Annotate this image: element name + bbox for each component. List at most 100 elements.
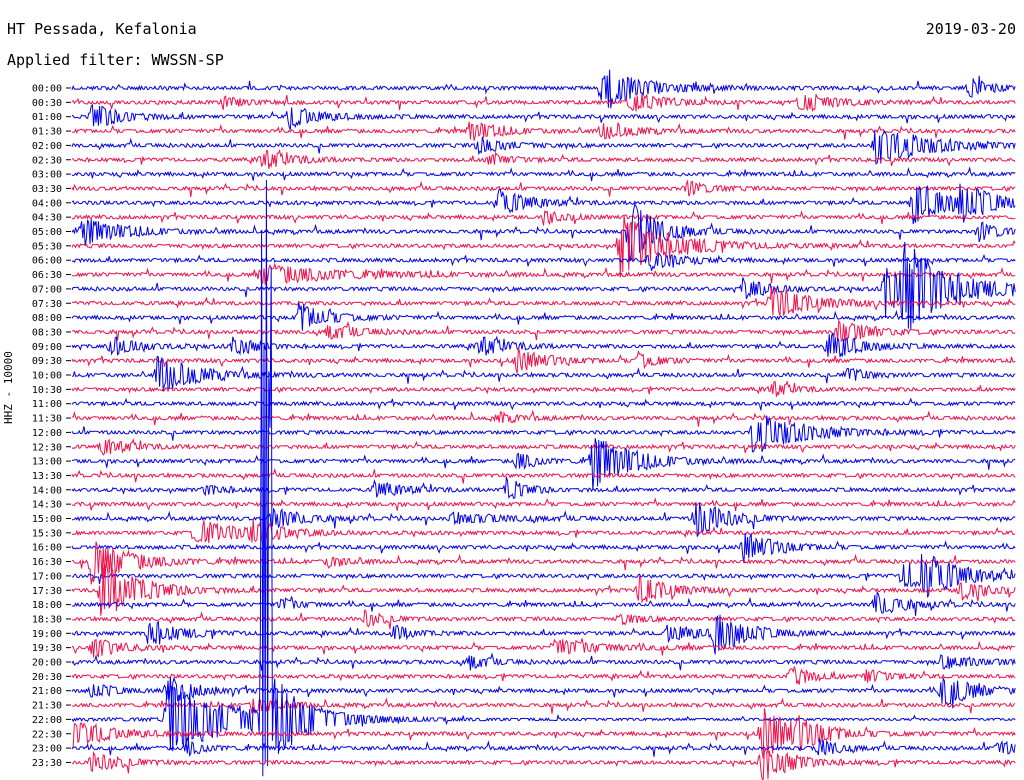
time-label-0630: 06:30 bbox=[32, 270, 62, 281]
time-label-2130: 21:30 bbox=[32, 701, 62, 712]
time-label-1830: 18:30 bbox=[32, 614, 62, 625]
time-label-1330: 13:30 bbox=[32, 471, 62, 482]
trace-line-1100 bbox=[71, 397, 1016, 411]
trace-line-1330 bbox=[71, 467, 1016, 484]
time-label-2200: 22:00 bbox=[32, 715, 62, 726]
time-label-2230: 22:30 bbox=[32, 729, 62, 740]
trace-line-0930 bbox=[71, 347, 1016, 374]
time-label-1630: 16:30 bbox=[32, 557, 62, 568]
trace-line-2230 bbox=[71, 708, 1016, 759]
trace-line-0200 bbox=[71, 129, 1016, 165]
trace-line-1630 bbox=[71, 541, 1016, 585]
trace-line-0330 bbox=[71, 179, 1016, 198]
time-label-0300: 03:00 bbox=[32, 170, 62, 181]
trace-line-2000 bbox=[71, 652, 1016, 671]
time-label-0330: 03:30 bbox=[32, 184, 62, 195]
time-label-0530: 05:30 bbox=[32, 241, 62, 252]
trace-line-1000 bbox=[71, 355, 1016, 392]
time-label-0600: 06:00 bbox=[32, 256, 62, 267]
time-label-0800: 08:00 bbox=[32, 313, 62, 324]
trace-line-1200 bbox=[71, 415, 1016, 453]
trace-line-0000 bbox=[71, 69, 1016, 109]
time-label-1300: 13:00 bbox=[32, 457, 62, 468]
time-label-group: 00:00 00:30 01:00 01:30 02:00 02:30 03:00 03:30… bbox=[32, 84, 71, 769]
trace-line-1830 bbox=[71, 609, 1016, 630]
time-label-0700: 07:00 bbox=[32, 284, 62, 295]
trace-line-0630 bbox=[71, 262, 1016, 285]
trace-line-2200 bbox=[71, 179, 1016, 777]
time-label-0400: 04:00 bbox=[32, 198, 62, 209]
time-label-1700: 17:00 bbox=[32, 571, 62, 582]
time-label-1930: 19:30 bbox=[32, 643, 62, 654]
trace-line-1530 bbox=[72, 518, 1016, 545]
time-label-0130: 01:30 bbox=[32, 127, 62, 138]
trace-line-0100 bbox=[71, 103, 1016, 130]
trace-line-0030 bbox=[71, 93, 1016, 113]
trace-line-0730 bbox=[71, 285, 1016, 316]
time-label-1600: 16:00 bbox=[32, 543, 62, 554]
time-label-1530: 15:30 bbox=[32, 528, 62, 539]
time-label-0000: 00:00 bbox=[32, 84, 62, 95]
trace-line-0700 bbox=[71, 242, 1016, 331]
trace-line-1130 bbox=[71, 409, 1016, 427]
trace-line-0830 bbox=[71, 319, 1016, 343]
time-label-0830: 08:30 bbox=[32, 327, 62, 338]
time-label-0430: 04:30 bbox=[32, 213, 62, 224]
trace-line-0300 bbox=[71, 166, 1016, 182]
trace-line-0500 bbox=[71, 202, 1016, 262]
trace-line-0400 bbox=[71, 183, 1016, 225]
time-label-1400: 14:00 bbox=[32, 485, 62, 496]
time-label-0900: 09:00 bbox=[32, 342, 62, 353]
time-label-1100: 11:00 bbox=[32, 399, 62, 410]
trace-line-0530 bbox=[71, 215, 1016, 278]
trace-line-1600 bbox=[71, 532, 1016, 564]
trace-line-1300 bbox=[71, 438, 1016, 490]
time-label-0930: 09:30 bbox=[32, 356, 62, 367]
trace-line-0430 bbox=[71, 210, 1016, 226]
time-label-1430: 14:30 bbox=[32, 500, 62, 511]
time-label-1800: 18:00 bbox=[32, 600, 62, 611]
time-label-1030: 10:30 bbox=[32, 385, 62, 396]
trace-line-0600 bbox=[71, 251, 1016, 271]
time-label-1200: 12:00 bbox=[32, 428, 62, 439]
time-label-0100: 01:00 bbox=[32, 112, 62, 123]
time-label-2030: 20:30 bbox=[32, 672, 62, 683]
trace-line-0900 bbox=[71, 332, 1016, 358]
time-label-2300: 23:00 bbox=[32, 744, 62, 755]
trace-line-2300 bbox=[71, 738, 1016, 757]
trace-line-0800 bbox=[71, 302, 1016, 331]
trace-group bbox=[71, 69, 1016, 780]
time-label-0730: 07:30 bbox=[32, 299, 62, 310]
station-title: HT Pessada, Kefalonia bbox=[7, 20, 197, 38]
time-label-2330: 23:30 bbox=[32, 758, 62, 769]
time-label-1500: 15:00 bbox=[32, 514, 62, 525]
trace-line-1500 bbox=[71, 502, 1016, 537]
filter-label: Applied filter: WWSSN-SP bbox=[7, 51, 224, 69]
trace-line-1430 bbox=[71, 497, 1016, 512]
trace-line-0130 bbox=[71, 121, 1016, 141]
trace-line-1730 bbox=[71, 562, 1016, 616]
trace-line-2100 bbox=[71, 676, 1016, 709]
time-label-0200: 02:00 bbox=[32, 141, 62, 152]
date-label: 2019-03-20 bbox=[925, 20, 1016, 38]
trace-line-1400 bbox=[71, 476, 1016, 499]
time-label-1230: 12:30 bbox=[32, 442, 62, 453]
time-label-1000: 10:00 bbox=[32, 371, 62, 382]
trace-line-1700 bbox=[72, 553, 1016, 598]
trace-line-1900 bbox=[71, 614, 1016, 655]
trace-line-1930 bbox=[71, 638, 1016, 658]
time-label-1130: 11:30 bbox=[32, 414, 62, 425]
time-label-0030: 00:30 bbox=[32, 98, 62, 109]
trace-line-0230 bbox=[72, 149, 1016, 169]
time-label-2000: 20:00 bbox=[32, 658, 62, 669]
trace-line-2030 bbox=[71, 666, 1016, 685]
time-label-0230: 02:30 bbox=[32, 155, 62, 166]
time-label-0500: 05:00 bbox=[32, 227, 62, 238]
trace-line-1230 bbox=[71, 438, 1016, 456]
time-label-2100: 21:00 bbox=[32, 686, 62, 697]
trace-line-1800 bbox=[71, 590, 1016, 617]
time-label-1730: 17:30 bbox=[32, 586, 62, 597]
trace-line-2330 bbox=[71, 748, 1016, 780]
